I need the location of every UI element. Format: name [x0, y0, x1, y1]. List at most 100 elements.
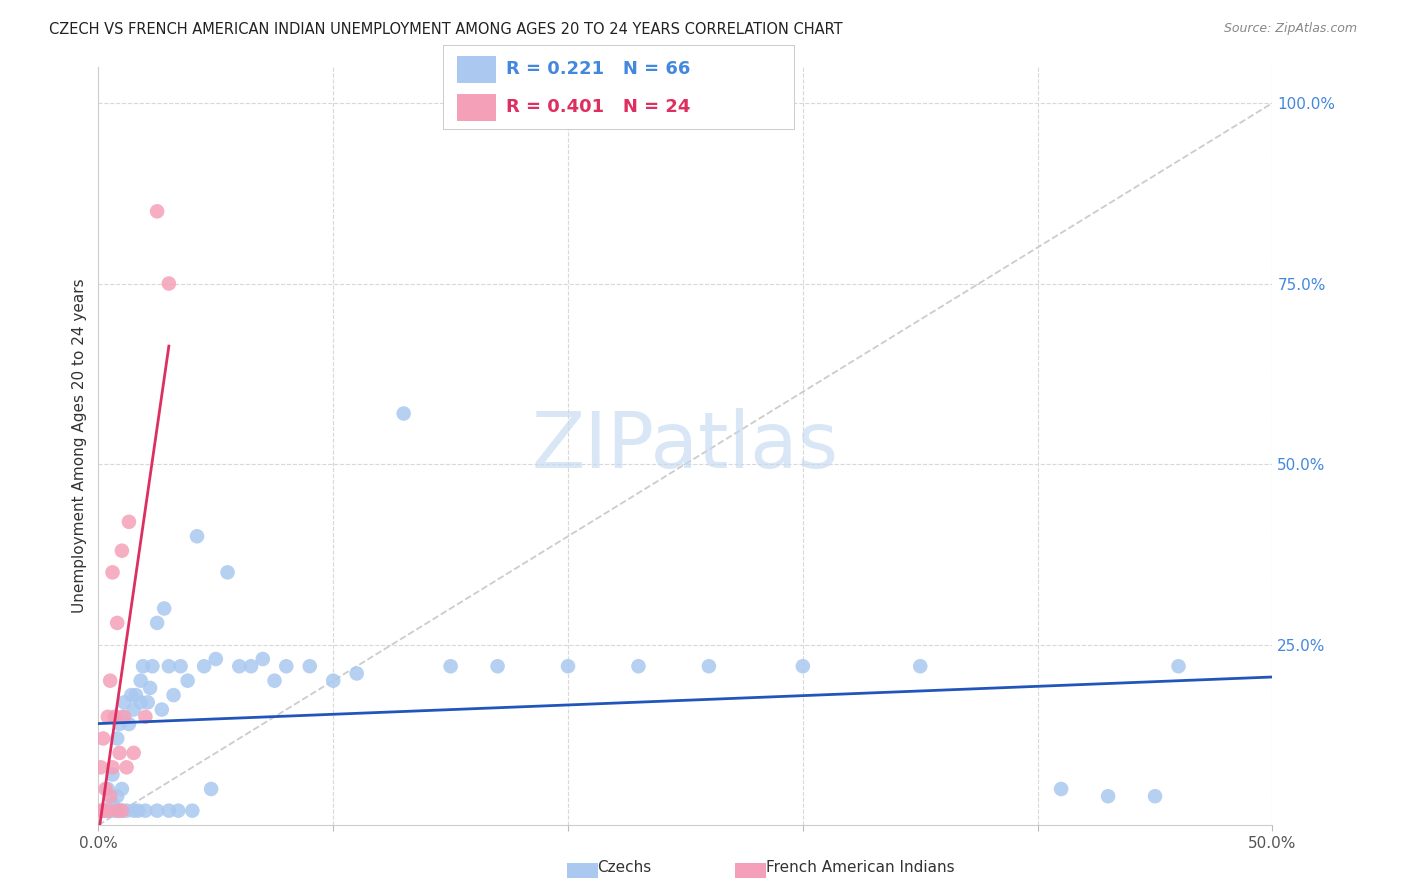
- Point: [91, 804, 114, 818]
- Point: [346, 666, 368, 681]
- Point: [90, 804, 112, 818]
- Point: [122, 702, 145, 716]
- Point: [157, 277, 180, 291]
- Point: [111, 804, 134, 818]
- Point: [141, 659, 163, 673]
- Point: [169, 659, 191, 673]
- Text: R = 0.221   N = 66: R = 0.221 N = 66: [506, 60, 690, 78]
- Point: [104, 804, 127, 818]
- Text: CZECH VS FRENCH AMERICAN INDIAN UNEMPLOYMENT AMONG AGES 20 TO 24 YEARS CORRELATI: CZECH VS FRENCH AMERICAN INDIAN UNEMPLOY…: [49, 22, 842, 37]
- Point: [127, 804, 149, 818]
- Point: [263, 673, 285, 688]
- Point: [112, 710, 135, 724]
- Point: [91, 804, 114, 818]
- Point: [150, 702, 173, 716]
- Point: [186, 529, 208, 543]
- Point: [101, 797, 124, 811]
- Point: [98, 673, 121, 688]
- Point: [97, 804, 120, 818]
- Point: [132, 659, 155, 673]
- Point: [122, 746, 145, 760]
- Point: [108, 746, 131, 760]
- Point: [439, 659, 461, 673]
- Point: [146, 204, 169, 219]
- Text: Czechs: Czechs: [598, 861, 652, 875]
- Point: [200, 782, 222, 797]
- Point: [176, 673, 198, 688]
- Point: [557, 659, 579, 673]
- Point: [111, 543, 134, 558]
- Text: French American Indians: French American Indians: [766, 861, 955, 875]
- Point: [94, 782, 117, 797]
- Point: [1144, 789, 1167, 804]
- Point: [181, 804, 204, 818]
- Point: [129, 695, 152, 709]
- Point: [122, 804, 145, 818]
- Point: [98, 789, 121, 804]
- Point: [162, 688, 184, 702]
- Point: [908, 659, 931, 673]
- Point: [97, 804, 120, 818]
- Text: R = 0.401   N = 24: R = 0.401 N = 24: [506, 98, 690, 116]
- Point: [105, 789, 128, 804]
- Point: [111, 710, 134, 724]
- Point: [120, 688, 142, 702]
- Point: [217, 566, 239, 580]
- Point: [322, 673, 344, 688]
- Point: [105, 615, 128, 630]
- Point: [118, 515, 141, 529]
- Point: [146, 804, 169, 818]
- Point: [157, 804, 180, 818]
- Point: [90, 760, 112, 774]
- Point: [111, 782, 134, 797]
- Point: [108, 717, 131, 731]
- Point: [157, 659, 180, 673]
- Point: [298, 659, 321, 673]
- Point: [167, 804, 190, 818]
- Point: [136, 695, 159, 709]
- Point: [139, 681, 162, 695]
- Point: [118, 717, 141, 731]
- Point: [134, 710, 156, 724]
- Point: [105, 804, 128, 818]
- Point: [101, 767, 124, 781]
- Point: [252, 652, 274, 666]
- Point: [115, 804, 138, 818]
- Point: [392, 407, 415, 421]
- Point: [94, 804, 117, 818]
- Point: [108, 804, 131, 818]
- Point: [134, 804, 156, 818]
- Point: [97, 710, 120, 724]
- Point: [228, 659, 250, 673]
- Point: [101, 760, 124, 774]
- Point: [1050, 782, 1073, 797]
- Y-axis label: Unemployment Among Ages 20 to 24 years: Unemployment Among Ages 20 to 24 years: [72, 278, 87, 614]
- Point: [486, 659, 509, 673]
- Point: [97, 782, 120, 797]
- Point: [98, 804, 121, 818]
- Point: [101, 566, 124, 580]
- Point: [146, 615, 169, 630]
- Point: [115, 760, 138, 774]
- Point: [1097, 789, 1119, 804]
- Point: [125, 688, 148, 702]
- Point: [129, 673, 152, 688]
- Bar: [457, 55, 495, 83]
- Bar: [457, 94, 495, 120]
- Point: [697, 659, 720, 673]
- Point: [627, 659, 650, 673]
- Text: ZIPatlas: ZIPatlas: [531, 408, 839, 484]
- Point: [205, 652, 228, 666]
- Point: [112, 695, 135, 709]
- Point: [240, 659, 263, 673]
- Point: [153, 601, 176, 615]
- Point: [276, 659, 298, 673]
- Point: [104, 710, 127, 724]
- Point: [91, 731, 114, 746]
- Point: [193, 659, 215, 673]
- Point: [105, 731, 128, 746]
- Text: Source: ZipAtlas.com: Source: ZipAtlas.com: [1223, 22, 1357, 36]
- Point: [111, 804, 134, 818]
- Point: [1167, 659, 1189, 673]
- Point: [792, 659, 814, 673]
